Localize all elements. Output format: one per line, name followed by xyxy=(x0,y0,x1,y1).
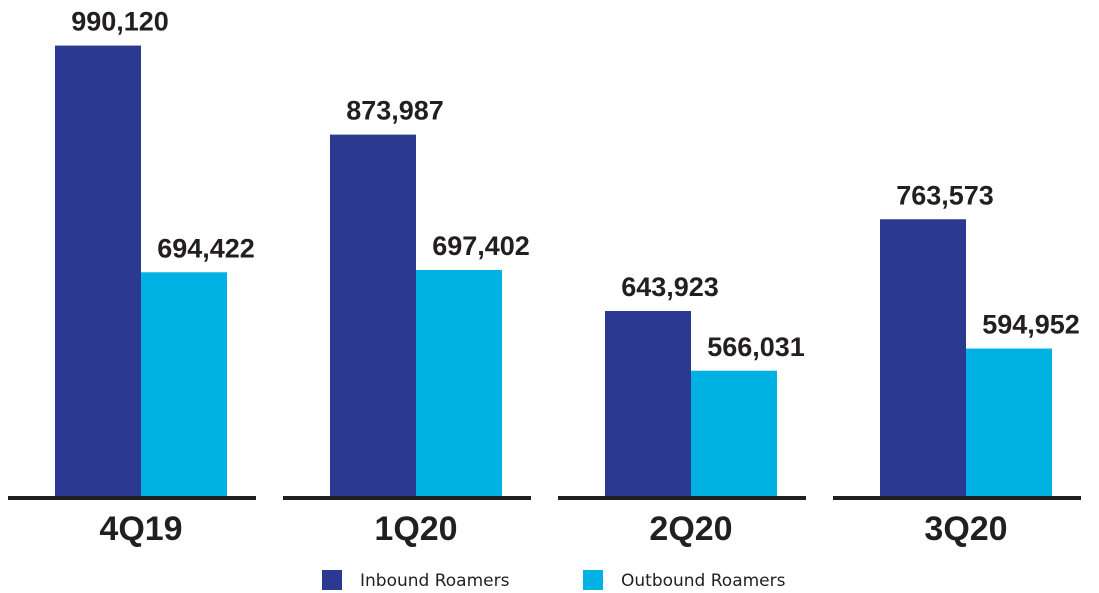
value-label: 873,987 xyxy=(346,96,444,126)
bar xyxy=(605,310,691,498)
legend-label: Outbound Roamers xyxy=(621,571,786,591)
bar xyxy=(691,370,777,498)
legend-swatch xyxy=(322,570,342,590)
value-label: 643,923 xyxy=(621,272,719,302)
x-tick-label: 2Q20 xyxy=(649,510,732,548)
value-label: 990,120 xyxy=(71,7,169,37)
value-label: 697,402 xyxy=(432,231,530,261)
value-label: 763,573 xyxy=(896,180,994,210)
x-tick-label: 3Q20 xyxy=(924,510,1007,548)
bar xyxy=(966,348,1052,498)
bar xyxy=(416,269,502,498)
value-label: 594,952 xyxy=(982,310,1080,340)
legend-swatch xyxy=(583,570,603,590)
bar xyxy=(330,134,416,498)
bar xyxy=(55,45,141,498)
x-tick-label: 4Q19 xyxy=(99,510,182,548)
bar xyxy=(141,272,227,498)
legend-label: Inbound Roamers xyxy=(360,571,510,591)
x-tick-label: 1Q20 xyxy=(374,510,457,548)
value-label: 694,422 xyxy=(157,233,255,263)
value-label: 566,031 xyxy=(707,332,805,362)
bar xyxy=(880,219,966,499)
